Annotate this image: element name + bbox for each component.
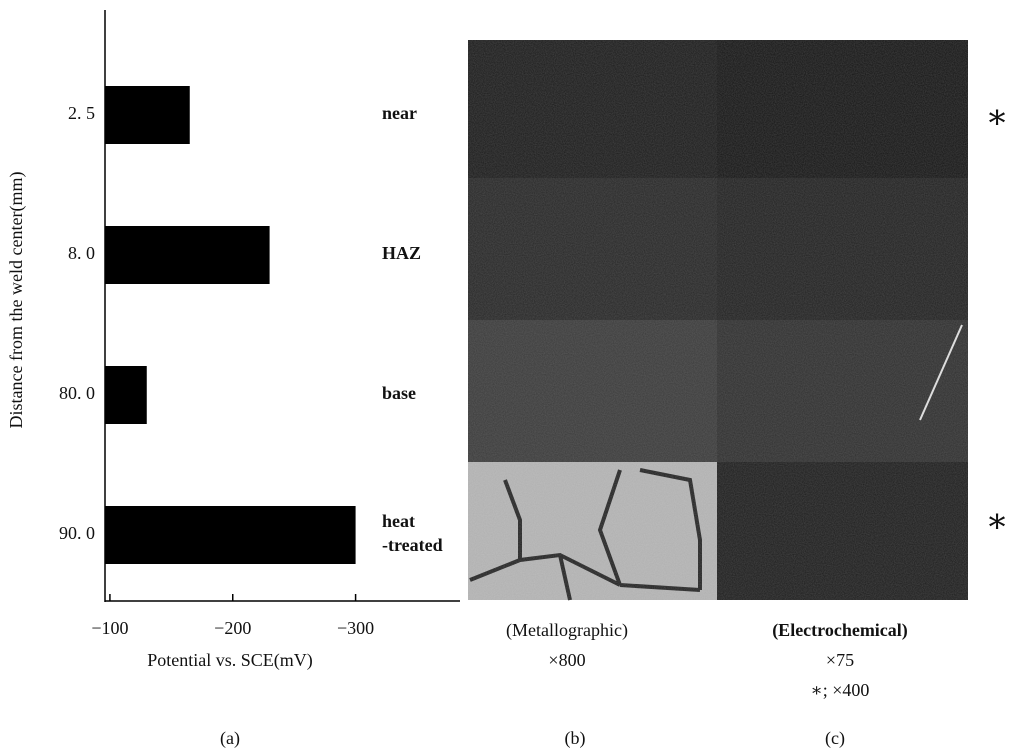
region-label: heat bbox=[382, 511, 415, 531]
y-axis-label: Distance from the weld center(mm) bbox=[6, 172, 27, 429]
magnification: ×75 bbox=[826, 650, 854, 670]
bar bbox=[105, 506, 356, 564]
caption: (Electrochemical) bbox=[772, 620, 908, 641]
x-tick-label: −200 bbox=[214, 618, 251, 638]
region-label: -treated bbox=[382, 535, 443, 555]
region-label: HAZ bbox=[382, 243, 421, 263]
micrographs bbox=[468, 40, 968, 600]
region-label: base bbox=[382, 383, 416, 403]
panel-label: (c) bbox=[825, 728, 845, 749]
x-tick-label: −300 bbox=[337, 618, 374, 638]
region-label: near bbox=[382, 103, 417, 123]
note: ∗; ×400 bbox=[811, 680, 870, 700]
x-axis-label: Potential vs. SCE(mV) bbox=[147, 650, 313, 671]
x-tick-label: −100 bbox=[91, 618, 128, 638]
caption: (Metallographic) bbox=[506, 620, 628, 641]
y-tick-label: 90. 0 bbox=[59, 523, 95, 543]
magnification: ×800 bbox=[548, 650, 585, 670]
panel-label: (b) bbox=[565, 728, 586, 749]
y-tick-label: 8. 0 bbox=[68, 243, 95, 263]
figure: (Metallographic) ×800 (b) (Electrochemic… bbox=[0, 0, 1011, 752]
marker: ∗ bbox=[985, 503, 1008, 540]
y-tick-label: 80. 0 bbox=[59, 383, 95, 403]
marker: ∗ bbox=[985, 99, 1008, 136]
bar bbox=[105, 226, 270, 284]
micrograph-texture bbox=[468, 40, 968, 600]
panel-label: (a) bbox=[220, 728, 240, 749]
page: (Metallographic) ×800 (b) (Electrochemic… bbox=[0, 0, 1011, 752]
bar bbox=[105, 86, 190, 144]
y-tick-label: 2. 5 bbox=[68, 103, 95, 123]
bar bbox=[105, 366, 147, 424]
